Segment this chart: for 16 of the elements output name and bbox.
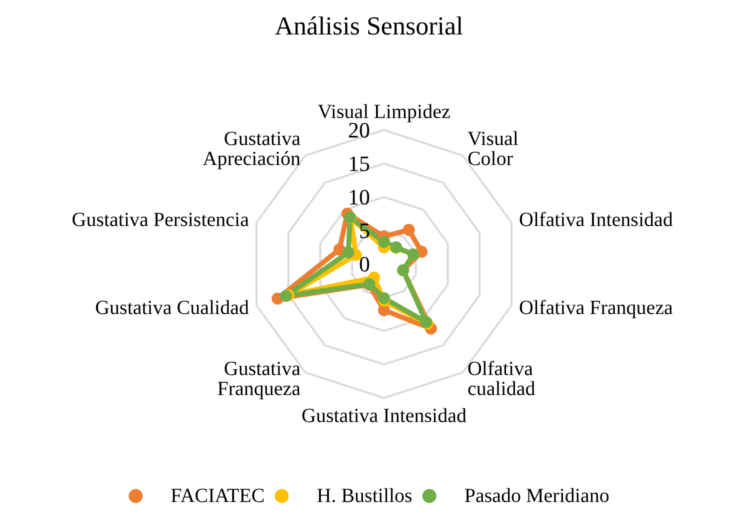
spoke-label: Gustativa Franqueza xyxy=(217,358,301,400)
legend-label: FACIATEC xyxy=(170,485,265,507)
spoke-label: Gustativa Apreciación xyxy=(202,128,301,170)
legend-label: H. Bustillos xyxy=(316,485,413,507)
spoke-label: Gustativa Intensidad xyxy=(302,405,466,427)
spoke-label: Gustativa Cualidad xyxy=(95,296,249,319)
y-tick-label: 0 xyxy=(359,252,370,276)
spoke-label: Visual Color xyxy=(467,128,519,170)
spoke-label: Olfativa Franqueza xyxy=(519,296,673,319)
spoke-label: Olfativa Intensidad xyxy=(519,209,673,232)
legend-label: Pasado Meridiano xyxy=(464,485,610,507)
spoke-label: Olfativa cualidad xyxy=(467,358,536,400)
spoke-label: Gustativa Persistencia xyxy=(72,209,250,232)
y-tick-label: 15 xyxy=(348,151,370,176)
y-tick-label: 10 xyxy=(348,184,370,210)
chart-title: Análisis Sensorial xyxy=(274,12,464,40)
